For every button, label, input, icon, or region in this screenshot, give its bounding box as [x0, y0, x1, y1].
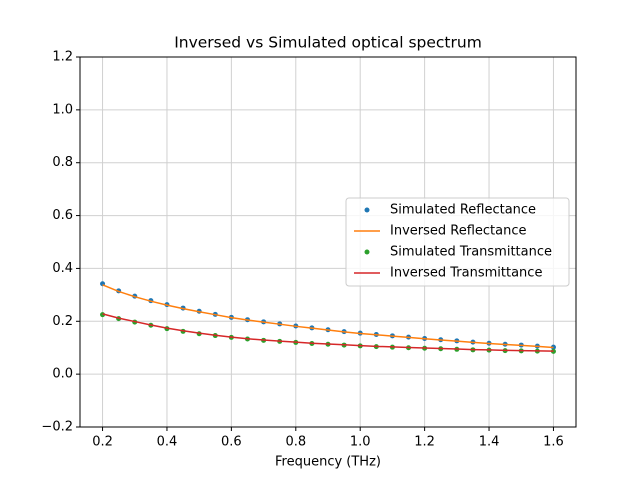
x-tick-label: 0.4	[157, 435, 178, 450]
x-tick-label: 0.2	[92, 435, 113, 450]
data-point	[100, 312, 106, 318]
x-tick-label: 0.8	[285, 435, 306, 450]
legend-box	[345, 197, 570, 287]
legend-label: Simulated Reflectance	[390, 203, 536, 218]
series-line	[102, 284, 554, 349]
data-point	[550, 348, 556, 354]
chart-title: Inversed vs Simulated optical spectrum	[174, 34, 482, 52]
x-tick-label: 1.6	[543, 435, 564, 450]
legend-label: Inversed Reflectance	[390, 224, 527, 239]
legend-swatch	[364, 249, 370, 255]
y-tick-label: 0.8	[52, 155, 73, 170]
legend-label: Simulated Transmittance	[390, 245, 552, 260]
x-tick-label: 1.4	[479, 435, 500, 450]
y-tick-label: 1.2	[52, 50, 73, 65]
y-tick-label: −0.2	[41, 420, 73, 435]
x-tick-label: 1.0	[350, 435, 371, 450]
legend-swatch	[364, 207, 370, 213]
y-tick-label: 0.4	[52, 261, 73, 276]
x-tick-label: 1.2	[414, 435, 435, 450]
y-tick-label: 0.2	[52, 314, 73, 329]
plot-frame	[79, 56, 577, 428]
legend: Simulated Reflectance Inversed Reflectanc…	[345, 197, 570, 287]
y-tick-label: 0.0	[52, 367, 73, 382]
x-axis-label: Frequency (THz)	[275, 455, 381, 470]
y-tick-label: 1.0	[52, 102, 73, 117]
series-line	[102, 313, 554, 352]
legend-label: Inversed Transmittance	[390, 266, 542, 281]
x-tick-label: 0.6	[221, 435, 242, 450]
y-tick-label: 0.6	[52, 208, 73, 223]
